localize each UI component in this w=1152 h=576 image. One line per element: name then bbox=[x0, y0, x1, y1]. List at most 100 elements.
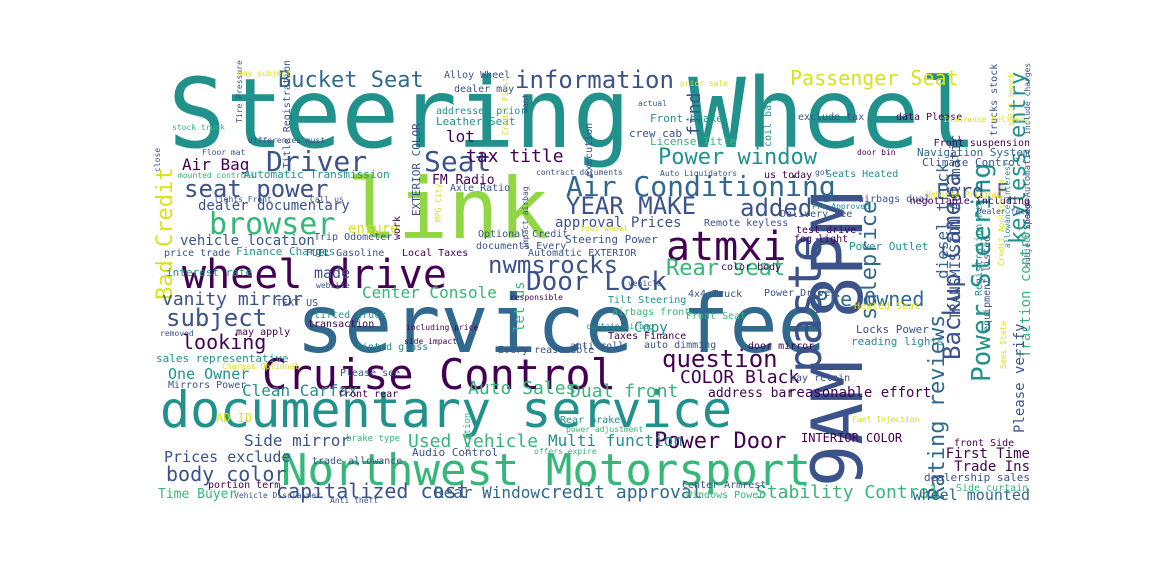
word-exclude-tax: exclude tax bbox=[798, 112, 864, 123]
word-wheel-mounted: wheel mounted bbox=[913, 486, 1030, 504]
word-brake-type: brake type bbox=[346, 434, 400, 444]
word-multi-function: Multi function bbox=[548, 431, 683, 450]
word-side-curtain: Side curtain bbox=[956, 483, 1028, 494]
word-vanity-mirror: vanity mirror bbox=[162, 289, 303, 310]
word-dealership-sales: dealership sales bbox=[924, 471, 1030, 484]
word-nwmsrocks: nwmsrocks bbox=[488, 251, 618, 279]
word-auto-dimming: auto dimming bbox=[644, 340, 716, 351]
word-front-seat: Front Seat bbox=[686, 311, 746, 322]
word-side-impact: side impact bbox=[404, 337, 457, 346]
word-remote-keyless: Remote keyless bbox=[704, 218, 788, 229]
word-automatic-transmission: Automatic Transmission bbox=[244, 168, 390, 181]
word-credit-application: Credit Application bbox=[997, 179, 1006, 266]
word-subject: subject bbox=[166, 304, 267, 332]
word-side-mirror: Side mirror bbox=[244, 431, 350, 450]
word-including-price: including price bbox=[406, 323, 478, 332]
word-local-taxes: Local Taxes bbox=[402, 248, 468, 259]
word-rear-brake: Rear brake bbox=[560, 415, 620, 426]
word-credit-approval: credit approval bbox=[540, 482, 703, 503]
word-floor-mat: Floor mat bbox=[202, 148, 246, 157]
word-please-verify: Please verify bbox=[1012, 323, 1028, 433]
word-find: find bbox=[684, 93, 705, 136]
word-differences-must: differences must bbox=[248, 136, 325, 145]
word-bad-credit: Bad Credit bbox=[153, 168, 178, 300]
word-keyless-entry: keyless entry bbox=[1006, 72, 1031, 244]
word-may-apply: may apply bbox=[236, 327, 290, 338]
word-sees-state: Sees State bbox=[999, 321, 1008, 369]
word-pre-approved: Pre Approved bbox=[812, 202, 870, 211]
word-documents-every: documents Every bbox=[476, 241, 566, 252]
word-air-bag: Air Bag bbox=[182, 155, 249, 174]
word-stability-control: Stability Control bbox=[756, 482, 940, 503]
word-ensure: ensure bbox=[348, 221, 399, 237]
word-impact-airbag: impact airbag bbox=[521, 186, 530, 249]
word-fuel-injection: Fuel Injection bbox=[852, 415, 920, 424]
word-interior-color: INTERIOR COLOR bbox=[801, 431, 903, 445]
word-body-color: body color bbox=[166, 462, 286, 486]
word-transmission-automatic: TRANSMISSION Automatic bbox=[948, 135, 964, 320]
word-crew-cab: crew cab bbox=[629, 127, 682, 140]
word-call-us: Call us bbox=[310, 195, 344, 204]
word-tilt-steering: Tilt Steering bbox=[608, 295, 686, 306]
word-trade-allowance: trade allowance bbox=[312, 456, 402, 467]
word-tinted-glass: tinted glass bbox=[356, 342, 428, 353]
word-mirrors-power: Mirrors Power bbox=[168, 380, 246, 391]
word-one-owner: One Owner bbox=[168, 365, 249, 383]
word-subject-change: subject change bbox=[1023, 199, 1032, 267]
word-rating-reviews: Rating reviews bbox=[925, 315, 950, 500]
word-rear-window: Rear Window bbox=[434, 483, 540, 502]
word-vehicle-disclaimer: Vehicle Disclaimer bbox=[234, 491, 321, 500]
word-clean-carfax: Clean Carfax bbox=[242, 381, 358, 400]
word-9am-8pm: 9AM 8PM bbox=[797, 192, 879, 487]
word-windows-power: Windows Power bbox=[686, 490, 764, 501]
word-steering-power: Steering Power bbox=[565, 233, 658, 246]
word-looking: looking bbox=[182, 330, 266, 354]
word-tax-title: tax title bbox=[466, 146, 564, 167]
word-reading-lights: reading lights bbox=[851, 335, 944, 348]
word-prior-sale: prior sale bbox=[680, 79, 728, 88]
word-transaction: transaction bbox=[308, 319, 374, 330]
word-fog-light: fog light bbox=[794, 234, 848, 245]
word-text-us: TEXT US bbox=[276, 298, 318, 309]
word-saleprice: saleprice bbox=[857, 201, 882, 320]
word-alloy-wheel: Alloy Wheel bbox=[444, 70, 510, 81]
word-made: made bbox=[314, 264, 350, 282]
word-execution: execution bbox=[584, 123, 595, 177]
word-mpg-city: MPG City bbox=[434, 183, 443, 222]
word-passenger-seat: Passenger Seat bbox=[790, 66, 959, 90]
word-time-buyer: Time Buyer bbox=[158, 487, 236, 502]
word-anti-theft: Anti theft bbox=[330, 496, 378, 505]
word-front-suspension: Front suspension bbox=[934, 138, 1030, 149]
word-taxes-finance: Taxes Finance bbox=[608, 331, 686, 342]
word-stock-truck: stock truck bbox=[172, 123, 225, 132]
word-power-adjustment: power adjustment bbox=[566, 425, 643, 434]
word-offers-expire: offers expire bbox=[534, 447, 597, 456]
word-heated-seat: Heated Seat bbox=[854, 301, 920, 312]
word-dealer-fees: Dealer fees bbox=[977, 207, 1030, 216]
word-vehicle-pricing: Vehicle Pricing bbox=[926, 190, 998, 199]
word-license-title: License Title bbox=[650, 135, 736, 148]
word-charges-optional: Charges Optional bbox=[222, 362, 299, 371]
word-information: information bbox=[515, 66, 674, 94]
word-insurance-delivery: Insurance Delivery bbox=[943, 115, 1030, 124]
word-lights-front: lights Front bbox=[214, 195, 272, 204]
word-atmxi: atmxi bbox=[666, 224, 786, 270]
word-capitalized-cost: capitalized cost bbox=[276, 479, 469, 503]
word-used-vehicle: Used Vehicle bbox=[408, 431, 538, 452]
word-northwest-motorsport: Northwest Motorsport bbox=[281, 445, 811, 496]
word-airbags-front: airbags front bbox=[612, 307, 690, 318]
word-paste: paste bbox=[778, 235, 832, 373]
word-color-body: color body bbox=[721, 262, 781, 273]
word-traction-control: Traction control bbox=[1018, 223, 1034, 358]
word-responsible: responsible bbox=[510, 293, 563, 302]
word-ad-id: AD ID bbox=[216, 411, 252, 425]
word-leather-seat: Leather Seat bbox=[436, 115, 515, 128]
word-power-steering: Power Steering bbox=[967, 163, 997, 382]
word-rear-seat: Rear seat bbox=[666, 256, 785, 281]
word-negotiable-including: negotiable including bbox=[910, 196, 1030, 207]
word-door-bin: door bin bbox=[857, 148, 896, 157]
word-fuel-gasoline: FUEL Gasoline bbox=[306, 248, 384, 259]
word-optional-credit: Optional Credit bbox=[478, 229, 568, 240]
word-backup-camera: Backup Camera bbox=[938, 172, 966, 360]
word-added: added bbox=[740, 194, 812, 222]
